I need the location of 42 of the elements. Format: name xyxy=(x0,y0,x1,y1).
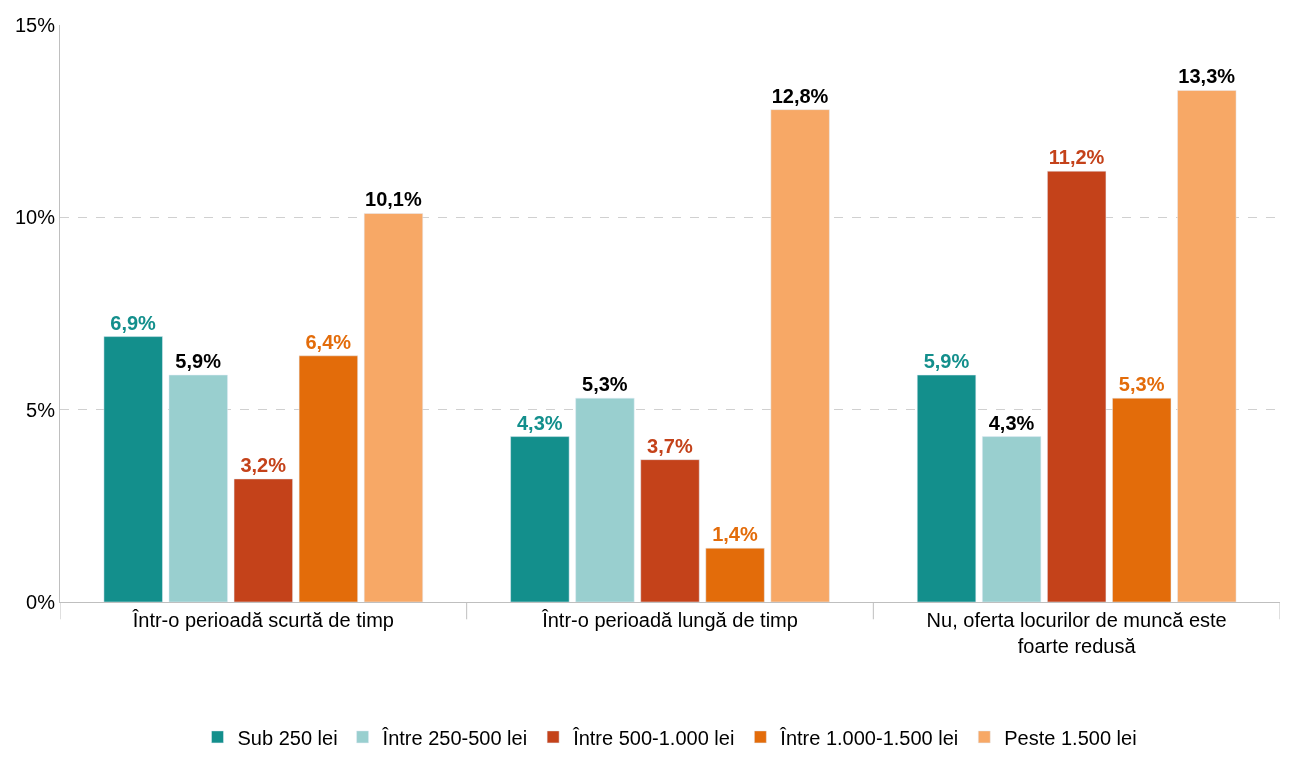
bar xyxy=(1112,397,1172,602)
bar xyxy=(510,436,570,602)
bar xyxy=(770,109,830,602)
data-label: 4,3% xyxy=(516,411,563,434)
bar xyxy=(298,355,358,602)
data-label: 12,8% xyxy=(771,84,829,107)
legend-label: Între 250-500 lei xyxy=(381,726,528,749)
data-label: 3,2% xyxy=(240,453,287,476)
data-label: 5,9% xyxy=(923,350,970,373)
bar xyxy=(103,336,163,602)
data-label: 6,4% xyxy=(305,330,352,353)
x-tick-label: Într-o perioadă scurtă de timp xyxy=(131,609,394,631)
y-tick-label: 10% xyxy=(14,206,56,229)
x-tick-label: Nu, oferta locurilor de muncă este foarte redusă xyxy=(926,609,1227,657)
bar xyxy=(1177,90,1237,602)
bar xyxy=(640,459,700,602)
data-label: 4,3% xyxy=(988,411,1035,434)
bar xyxy=(168,374,228,602)
data-label: 13,3% xyxy=(1178,65,1236,88)
legend-label: Între 1.000-1.500 lei xyxy=(779,726,959,749)
y-tick-label: 15% xyxy=(14,14,56,36)
bar xyxy=(575,397,635,602)
data-label: 3,7% xyxy=(647,434,693,457)
data-label: 6,9% xyxy=(110,311,157,334)
legend-label: Peste 1.500 lei xyxy=(1004,726,1137,749)
bar xyxy=(233,478,293,602)
bar xyxy=(982,436,1042,602)
legend-label: Sub 250 lei xyxy=(237,726,338,749)
bar xyxy=(363,213,423,602)
bar xyxy=(705,547,765,602)
data-label: 1,4% xyxy=(712,523,758,546)
y-tick-label: 5% xyxy=(26,398,56,421)
legend-label: Între 500-1.000 lei xyxy=(572,726,735,749)
y-tick-label: 0% xyxy=(26,591,56,613)
x-tick-label: Într-o perioadă lungă de timp xyxy=(541,609,798,631)
data-label: 5,3% xyxy=(1118,373,1165,396)
data-label: 5,3% xyxy=(582,373,628,396)
bar xyxy=(1047,170,1107,602)
data-label: 11,2% xyxy=(1048,146,1105,169)
data-label: 10,1% xyxy=(365,188,422,211)
data-label: 5,9% xyxy=(175,350,222,373)
bar xyxy=(917,374,977,602)
